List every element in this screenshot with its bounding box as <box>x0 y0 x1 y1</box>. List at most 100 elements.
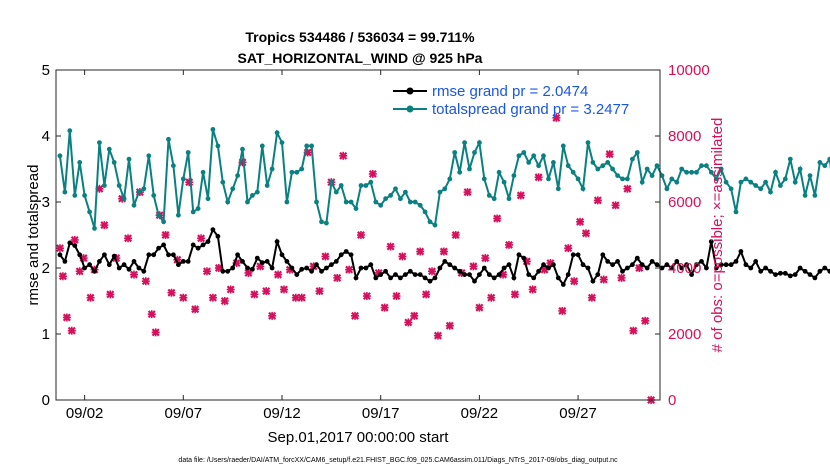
g-spread-point-79 <box>447 176 453 182</box>
g-spread-point-120 <box>649 173 655 179</box>
g-spread-point-31 <box>210 126 216 132</box>
obs-marker-36 <box>250 290 259 299</box>
g-spread-point-90 <box>501 179 507 185</box>
g-spread-point-84 <box>472 150 477 155</box>
g-rmse-point-107 <box>585 265 591 271</box>
g-rmse-point-11 <box>111 253 117 259</box>
g-rmse-point-111 <box>605 259 611 264</box>
obs-marker-11 <box>106 290 115 299</box>
g-rmse-point-47 <box>289 265 295 271</box>
obs-marker-102 <box>641 316 650 325</box>
g-spread-point-99 <box>546 176 551 182</box>
g-rmse-point-29 <box>200 242 206 248</box>
x-tick-label-1: 09/07 <box>165 405 203 422</box>
g-rmse-point-113 <box>615 259 620 264</box>
obs-marker-90 <box>570 277 579 286</box>
g-rmse-point-43 <box>269 265 275 271</box>
y-tick-label-2: 2 <box>42 260 50 277</box>
obs-marker-67 <box>433 331 442 340</box>
g-spread-point-100 <box>551 160 556 165</box>
g-rmse-point-115 <box>625 265 630 271</box>
g-rmse-point-67 <box>388 275 393 281</box>
g-rmse-point-151 <box>802 268 808 274</box>
obs-marker-31 <box>220 297 229 305</box>
g-rmse-point-7 <box>92 268 97 274</box>
g-rmse-point-74 <box>422 275 428 281</box>
obs-marker-54 <box>356 231 365 239</box>
g-rmse-point-51 <box>309 268 314 274</box>
g-rmse-point-85 <box>477 272 482 277</box>
g-spread-point-93 <box>516 153 522 159</box>
g-spread-point-115 <box>625 176 630 182</box>
g-rmse-point-22 <box>166 252 171 258</box>
g-rmse-point-26 <box>185 259 191 264</box>
g-spread-point-26 <box>185 150 191 155</box>
g-spread-point-135 <box>723 179 729 185</box>
g-rmse-point-80 <box>452 265 458 271</box>
g-spread-point-38 <box>245 199 250 205</box>
g-rmse-point-96 <box>531 275 537 281</box>
obs-marker-88 <box>558 306 567 315</box>
obs-marker-50 <box>333 273 342 282</box>
g-spread-point-118 <box>639 179 645 185</box>
g-rmse-point-33 <box>220 268 226 274</box>
g-rmse-point-1 <box>62 259 68 264</box>
g-spread-point-133 <box>713 176 719 182</box>
obs-marker-65 <box>422 290 431 299</box>
g-rmse-point-12 <box>116 265 122 271</box>
g-spread-point-129 <box>694 169 699 175</box>
g-rmse-point-53 <box>319 268 324 274</box>
g-rmse-point-108 <box>590 278 596 284</box>
g-spread-point-7 <box>92 226 97 231</box>
g-spread-point-127 <box>684 169 689 175</box>
obs-marker-58 <box>380 303 389 312</box>
g-rmse-point-35 <box>230 265 236 271</box>
g-spread-point-11 <box>111 160 117 165</box>
g-rmse-point-54 <box>324 265 329 271</box>
g-spread-point-134 <box>718 166 724 172</box>
g-spread-point-86 <box>481 176 487 182</box>
g-spread-point-97 <box>536 163 541 169</box>
y2-tick-label-0: 0 <box>668 392 676 409</box>
g-rmse-point-24 <box>176 262 181 268</box>
g-spread-point-125 <box>674 179 680 185</box>
g-rmse-point-9 <box>102 252 107 258</box>
g-rmse-point-37 <box>240 259 245 264</box>
obs-marker-5 <box>75 267 84 276</box>
g-spread-point-154 <box>817 160 823 165</box>
g-spread-point-10 <box>106 146 112 152</box>
g-rmse-point-50 <box>304 265 310 271</box>
g-spread-point-20 <box>156 212 162 218</box>
g-rmse-point-93 <box>516 252 522 258</box>
g-spread-point-143 <box>763 179 768 185</box>
g-spread-point-36 <box>235 173 241 179</box>
g-spread-point-51 <box>309 143 314 149</box>
g-spread-point-147 <box>782 176 788 182</box>
g-rmse-point-82 <box>462 272 467 277</box>
g-rmse-point-27 <box>190 242 196 248</box>
g-spread-point-53 <box>319 219 324 225</box>
g-rmse-point-14 <box>126 266 132 272</box>
obs-marker-60 <box>392 292 401 301</box>
g-spread-point-29 <box>200 169 206 175</box>
obs-marker-41 <box>279 285 288 294</box>
obs-marker-61 <box>398 252 407 261</box>
g-spread-point-119 <box>644 166 650 172</box>
g-spread-point-92 <box>511 173 517 179</box>
g-spread-point-85 <box>477 140 482 146</box>
g-spread-point-18 <box>146 153 152 159</box>
g-rmse-point-142 <box>758 268 764 274</box>
g-spread-point-30 <box>205 196 211 202</box>
g-rmse-point-20 <box>156 245 162 251</box>
g-rmse-point-139 <box>743 262 749 268</box>
obs-marker-22 <box>167 288 176 297</box>
g-spread-point-153 <box>812 193 818 198</box>
y-tick-label-5: 5 <box>42 62 50 79</box>
g-rmse-point-137 <box>733 259 739 264</box>
g-rmse-point-129 <box>694 262 699 268</box>
g-rmse-point-61 <box>358 265 364 271</box>
g-rmse-point-59 <box>348 252 354 258</box>
y-axis-label: rmse and totalspread <box>25 165 42 306</box>
rmse-series <box>57 227 830 287</box>
g-spread-point-4 <box>77 160 83 165</box>
